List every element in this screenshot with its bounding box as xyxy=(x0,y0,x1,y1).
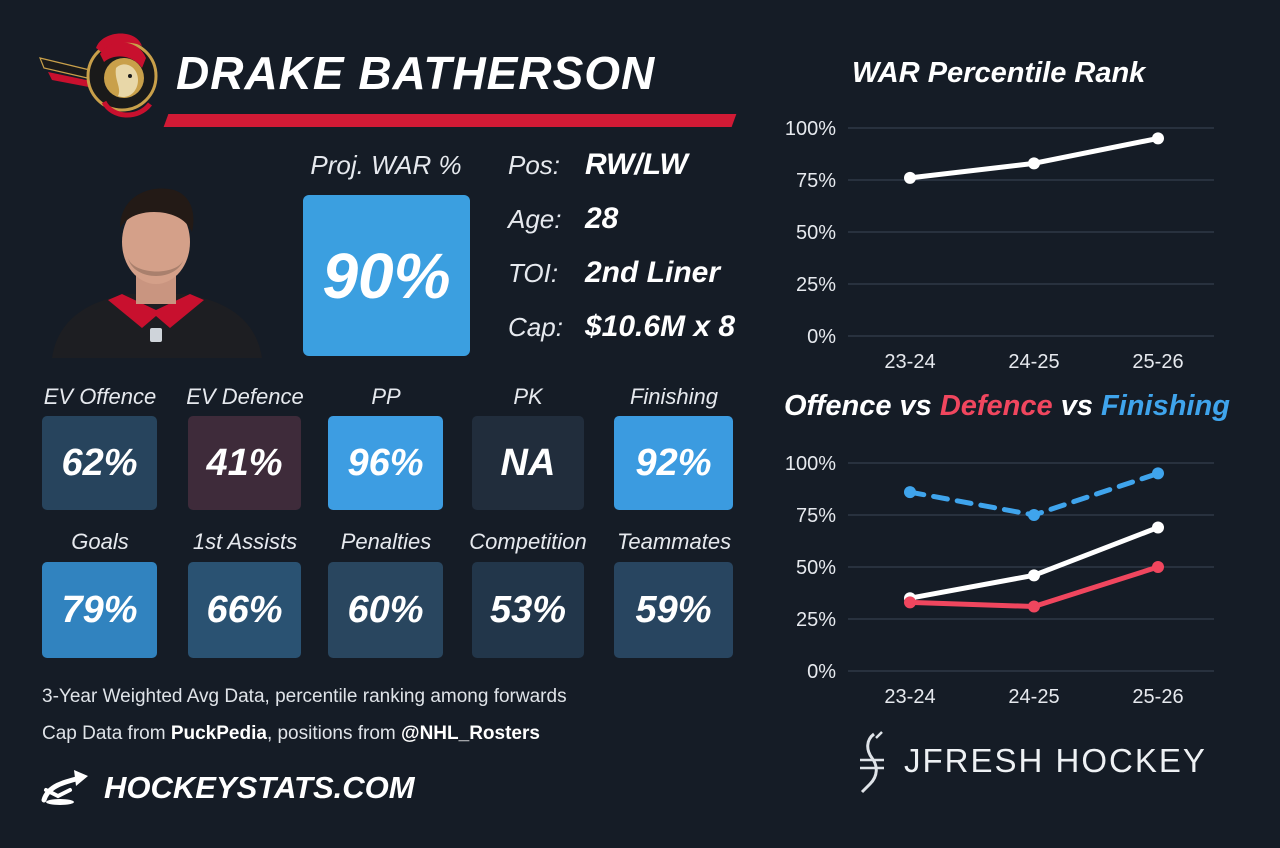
jfresh-logo-icon xyxy=(860,731,884,794)
cap-value: $10.6M x 8 xyxy=(585,310,736,343)
projected-war-label: Proj. WAR % xyxy=(310,150,462,180)
data-point-offence xyxy=(1152,521,1164,534)
data-point-offence xyxy=(1028,569,1040,582)
jfresh-hockey-brand: JFRESH HOCKEY xyxy=(904,742,1207,779)
toi-value: 2nd Liner xyxy=(585,256,721,289)
stat-box-pp: 96% xyxy=(328,416,443,510)
position-value: RW/LW xyxy=(585,148,688,181)
x-tick-label: 24-25 xyxy=(1008,686,1059,708)
age-value: 28 xyxy=(585,202,619,235)
stat-label-penalties: Penalties xyxy=(340,529,432,554)
title-defence: Defence xyxy=(939,390,1053,422)
y-tick-label: 0% xyxy=(807,661,836,683)
stat-box-ev-defence: 41% xyxy=(188,416,301,510)
chart-components-title: Offence vs Defence vs Finishing xyxy=(784,390,1230,423)
position-label: Pos: xyxy=(508,150,561,180)
title-vs-1: vs xyxy=(891,390,940,422)
data-point-finishing xyxy=(904,486,916,499)
stat-box-penalties: 60% xyxy=(328,562,443,658)
nhl-rosters-credit: @NHL_Rosters xyxy=(401,723,540,744)
player-headshot xyxy=(52,188,262,358)
data-point-war xyxy=(1028,157,1040,170)
y-tick-label: 25% xyxy=(796,609,836,631)
y-tick-label: 50% xyxy=(796,557,836,579)
data-point-war xyxy=(904,171,916,184)
stat-box-goals: 79% xyxy=(42,562,157,658)
projected-war-value: 90% xyxy=(303,195,470,356)
chart-offence-defence-finishing: 100% 75% 50% 25% 0% 23-24 24-25 25-26 xyxy=(785,453,1214,708)
y-tick-label: 100% xyxy=(785,453,836,475)
stat-label-competition: Competition xyxy=(469,529,587,554)
stat-box-1st-assists: 66% xyxy=(188,562,301,658)
data-point-defence xyxy=(1152,561,1164,573)
stat-label-teammates: Teammates xyxy=(616,529,732,554)
y-tick-label: 0% xyxy=(807,326,836,348)
stat-box-finishing: 92% xyxy=(614,416,733,510)
x-tick-label: 24-25 xyxy=(1008,351,1059,373)
hockeystats-logo-icon xyxy=(41,770,88,805)
x-tick-label: 25-26 xyxy=(1132,686,1183,708)
x-tick-label: 25-26 xyxy=(1132,351,1183,373)
title-underline xyxy=(163,114,737,127)
title-finishing: Finishing xyxy=(1101,390,1230,422)
data-point-defence xyxy=(904,596,916,609)
title-vs-2: vs xyxy=(1052,390,1102,422)
footnote-sources: Cap Data from PuckPedia, positions from … xyxy=(42,723,540,745)
player-name: DRAKE BATHERSON xyxy=(176,47,656,99)
y-tick-label: 25% xyxy=(796,274,836,296)
series-line-offence xyxy=(907,524,1161,601)
footnote-mid: , positions from xyxy=(266,723,402,744)
y-tick-label: 75% xyxy=(796,505,836,527)
stat-label-pp: PP xyxy=(371,384,401,409)
puckpedia-credit: PuckPedia xyxy=(170,723,267,744)
stat-box-competition: 53% xyxy=(472,562,584,658)
y-tick-label: 75% xyxy=(796,170,836,192)
data-point-finishing xyxy=(1152,467,1164,480)
stat-label-finishing: Finishing xyxy=(629,384,719,409)
title-offence: Offence xyxy=(784,390,892,422)
cap-label: Cap: xyxy=(508,312,563,342)
stat-label-goals: Goals xyxy=(71,529,129,554)
hockeystats-site: HOCKEYSTATS.COM xyxy=(104,770,415,805)
stat-box-pk: NA xyxy=(472,416,584,510)
toi-label: TOI: xyxy=(508,258,559,288)
stat-label-ev-defence: EV Defence xyxy=(186,384,304,409)
chart-war-title: WAR Percentile Rank xyxy=(852,57,1146,89)
stat-label-pk: PK xyxy=(513,384,543,409)
x-tick-label: 23-24 xyxy=(884,351,935,373)
chart-war-percentile: 100% 75% 50% 25% 0% 23-24 24-25 25-26 xyxy=(785,118,1214,373)
stat-box-ev-offence: 62% xyxy=(42,416,157,510)
x-tick-label: 23-24 xyxy=(884,686,935,708)
data-point-defence xyxy=(1028,600,1040,613)
y-tick-label: 100% xyxy=(785,118,836,140)
stat-label-ev-offence: EV Offence xyxy=(43,384,157,409)
age-label: Age: xyxy=(508,204,562,234)
stat-box-teammates: 59% xyxy=(614,562,733,658)
stat-label-1st-assists: 1st Assists xyxy=(192,529,298,554)
data-point-finishing xyxy=(1028,509,1040,521)
y-tick-label: 50% xyxy=(796,222,836,244)
series-line-finishing xyxy=(907,470,1161,518)
ottawa-senators-logo xyxy=(39,33,158,118)
footnote-prefix: Cap Data from xyxy=(42,723,171,744)
footnote-data-description: 3-Year Weighted Avg Data, percentile ran… xyxy=(42,686,567,707)
data-point-war xyxy=(1152,132,1164,145)
